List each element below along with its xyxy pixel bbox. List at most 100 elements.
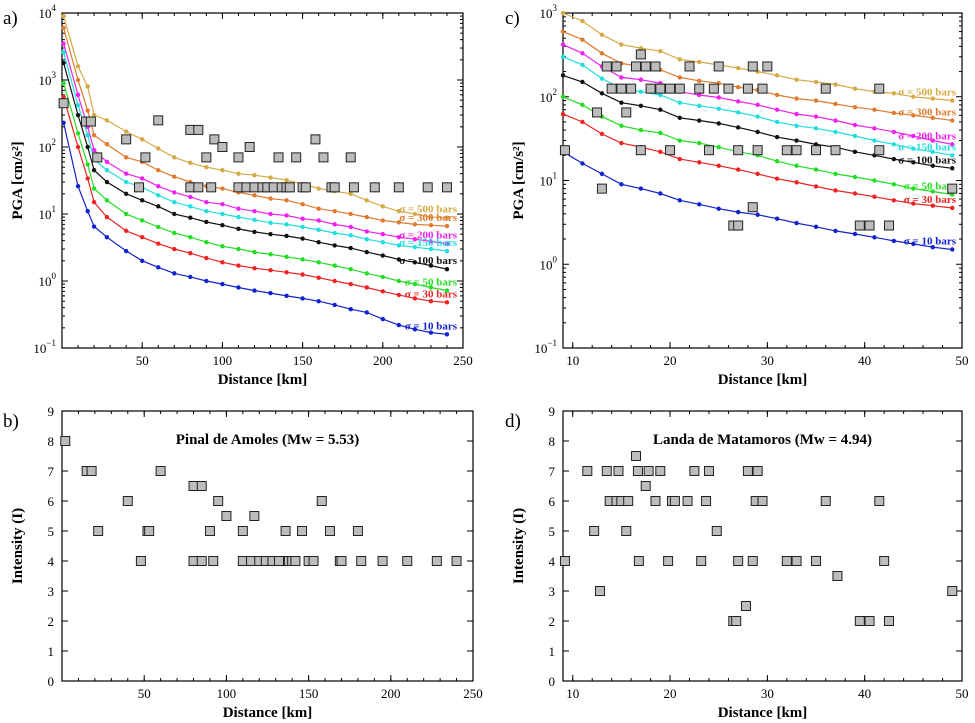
- series-point: [950, 247, 955, 252]
- series-point: [188, 215, 193, 220]
- series-point: [638, 186, 644, 191]
- series-point: [396, 235, 402, 240]
- data-marker: [665, 83, 676, 94]
- series-point: [380, 253, 385, 258]
- series-point: [794, 163, 799, 168]
- series-point: [774, 92, 780, 98]
- data-marker: [663, 556, 674, 566]
- series-label: σ = 500 bars: [399, 204, 458, 216]
- series-point: [950, 98, 955, 103]
- data-marker: [155, 466, 166, 476]
- series-point: [204, 278, 209, 284]
- series-label: σ = 30 bars: [904, 194, 957, 206]
- series-point: [560, 73, 566, 78]
- series-point: [252, 288, 257, 293]
- series-point: [204, 239, 209, 245]
- data-marker: [300, 182, 311, 193]
- series-point: [220, 211, 225, 217]
- series-point: [794, 180, 799, 185]
- series-point: [188, 235, 193, 240]
- data-marker: [133, 182, 144, 193]
- x-tick-label: 50: [138, 686, 151, 701]
- data-marker: [630, 61, 641, 72]
- data-marker: [188, 556, 199, 566]
- series-point: [872, 107, 877, 112]
- series-line: [63, 27, 448, 227]
- series-point: [172, 190, 177, 195]
- series-point: [852, 133, 858, 139]
- series-point: [774, 134, 780, 140]
- data-marker: [669, 496, 680, 506]
- data-marker: [318, 152, 329, 163]
- data-marker: [377, 556, 388, 566]
- series-point: [61, 60, 66, 66]
- data-marker: [209, 134, 220, 145]
- series-point: [677, 156, 682, 162]
- series-point: [348, 306, 353, 312]
- y-axis-title: Intensity (I): [10, 508, 26, 584]
- data-marker: [233, 152, 244, 163]
- series-point: [619, 75, 624, 80]
- series-point: [316, 275, 321, 280]
- series-point: [380, 316, 385, 322]
- series-point: [658, 149, 663, 155]
- data-marker: [640, 481, 651, 491]
- series-point: [697, 118, 702, 123]
- data-marker: [703, 145, 714, 156]
- series-point: [872, 194, 877, 199]
- x-tick-label: 250: [463, 686, 483, 701]
- series-point: [140, 198, 145, 203]
- series-line: [63, 96, 448, 303]
- data-marker: [733, 145, 744, 156]
- series-point: [61, 80, 66, 86]
- data-marker: [613, 466, 624, 476]
- series-point: [930, 203, 936, 208]
- series-point: [950, 166, 955, 171]
- series-point: [220, 168, 225, 173]
- series-point: [428, 214, 434, 220]
- series-line: [63, 15, 448, 219]
- y-axis-title: PGA [cm/s²]: [511, 141, 527, 219]
- series-point: [638, 45, 644, 51]
- series-point: [813, 114, 819, 119]
- series-point: [332, 278, 337, 284]
- series-point: [412, 281, 418, 287]
- series-point: [716, 206, 721, 211]
- panel-b: b) 50 100 150 200 250 0 1 2 3 4 5 6 7 8 9 Distance [km] I…: [3, 404, 483, 721]
- data-marker: [633, 556, 644, 566]
- series-point: [580, 161, 585, 166]
- data-marker: [650, 496, 661, 506]
- data-marker: [731, 616, 742, 626]
- series-point: [172, 246, 177, 252]
- y-tick-label: 1: [549, 644, 556, 659]
- y-tick-label: 101: [540, 171, 558, 189]
- data-marker: [204, 526, 215, 536]
- data-marker: [708, 83, 719, 94]
- data-marker: [213, 496, 224, 506]
- series-point: [580, 51, 585, 56]
- series-point: [156, 183, 161, 189]
- series-point: [300, 224, 305, 230]
- series-point: [300, 236, 305, 241]
- series-point: [599, 76, 605, 81]
- series-point: [364, 310, 369, 315]
- series-point: [444, 332, 450, 337]
- y-tick-label: 103: [540, 3, 558, 21]
- series-point: [140, 176, 145, 181]
- series-point: [236, 226, 241, 232]
- series-point: [252, 229, 257, 235]
- series-point: [872, 126, 877, 131]
- series-point: [284, 233, 289, 239]
- series-point: [619, 42, 624, 47]
- series-point: [123, 171, 129, 176]
- series-point: [412, 260, 418, 265]
- data-marker: [345, 152, 356, 163]
- series-point: [91, 133, 97, 138]
- data-marker: [193, 182, 204, 193]
- series-point: [316, 298, 321, 304]
- series-point: [252, 217, 257, 222]
- panel-a: a) 50 100 150 200 250 10−1 100 101 102 103 104 Dista…: [3, 3, 473, 388]
- series-point: [204, 209, 209, 214]
- x-tick-label: 100: [213, 353, 233, 368]
- panel-letter: d): [505, 411, 521, 432]
